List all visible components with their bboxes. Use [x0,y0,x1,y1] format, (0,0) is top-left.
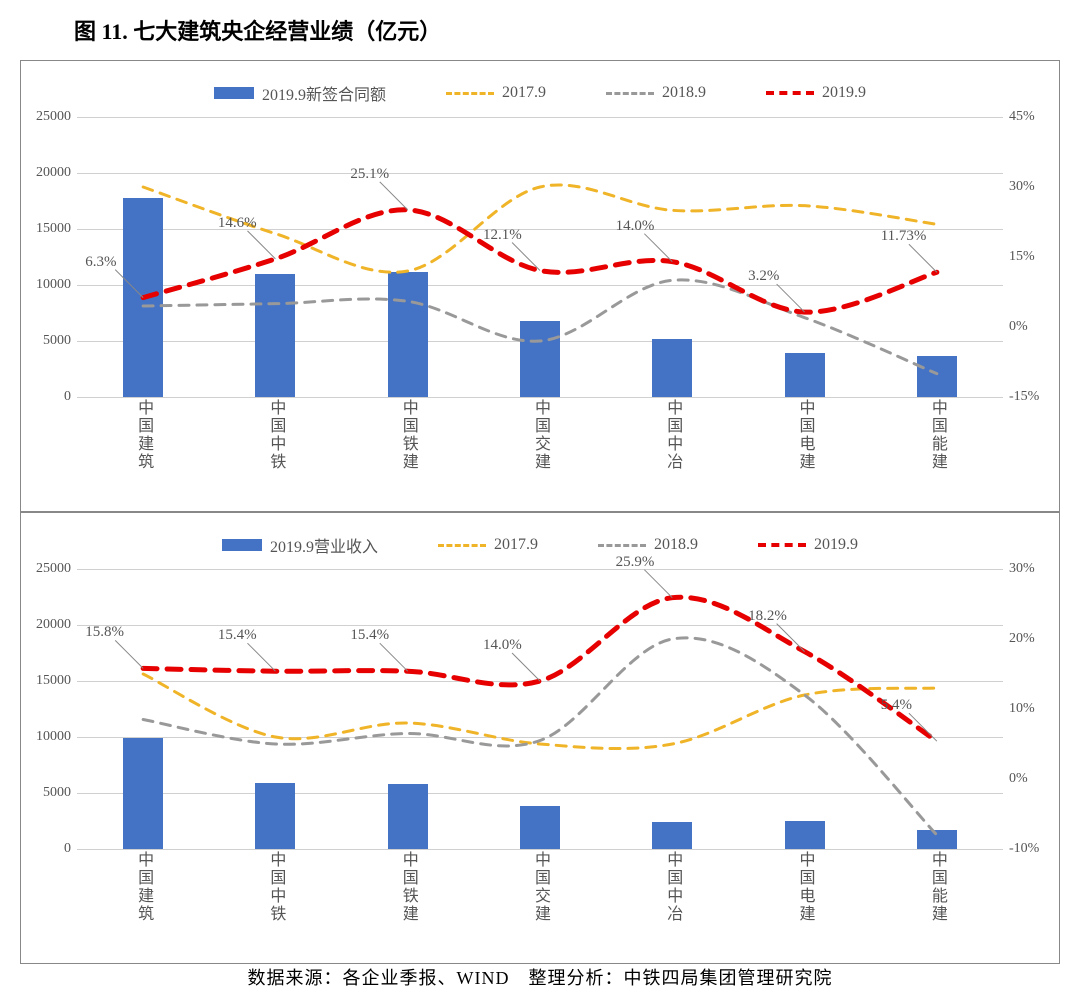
x-category-label: 中国建筑 [131,851,155,951]
legend-2017: 2017.9 [446,81,546,105]
legend-bar-swatch [222,539,262,551]
y-right-tick: 30% [1009,561,1059,577]
chart-2-xlabels: 中国建筑 中国中铁 中国铁建 中国交建 中国中冶 中国电建 中国能建 [77,851,1003,951]
y-right-tick: 10% [1009,701,1059,717]
legend-2017: 2017.9 [438,533,538,557]
x-category-label: 中国铁建 [396,851,420,951]
legend-line-swatch [598,544,646,547]
legend-line-label: 2018.9 [662,84,706,102]
y-right-tick: 45% [1009,109,1059,125]
y-right-tick: 30% [1009,179,1059,195]
legend-line-label: 2019.9 [822,84,866,102]
y-left-tick: 0 [21,389,71,405]
legend-line-label: 2017.9 [494,536,538,554]
legend-2018: 2018.9 [606,81,706,105]
chart-1-legend: 2019.9新签合同额 2017.9 2018.9 2019.9 [21,81,1059,105]
legend-bar-swatch [214,87,254,99]
y-right-tick: 15% [1009,249,1059,265]
chart-2-plot: 0500010000150002000025000-10%0%10%20%30%… [77,569,1003,849]
y-left-tick: 10000 [21,277,71,293]
legend-bar: 2019.9营业收入 [222,533,378,557]
x-category-label: 中国交建 [528,399,552,499]
chart-title: 图 11. 七大建筑央企经营业绩（亿元） [74,14,441,46]
x-category-label: 中国中铁 [263,399,287,499]
x-category-label: 中国交建 [528,851,552,951]
y-left-tick: 5000 [21,785,71,801]
y-left-tick: 20000 [21,617,71,633]
y-right-tick: -15% [1009,389,1059,405]
data-source: 数据来源：各企业季报、WIND 整理分析：中铁四局集团管理研究院 [0,964,1080,990]
x-category-label: 中国铁建 [396,399,420,499]
y-left-tick: 20000 [21,165,71,181]
legend-line-label: 2017.9 [502,84,546,102]
chart-1-xlabels: 中国建筑 中国中铁 中国铁建 中国交建 中国中冶 中国电建 中国能建 [77,399,1003,499]
legend-line-label: 2018.9 [654,536,698,554]
x-category-label: 中国电建 [793,399,817,499]
chart-1: 2019.9新签合同额 2017.9 2018.9 2019.9 0500010… [20,60,1060,512]
y-right-tick: 20% [1009,631,1059,647]
x-category-label: 中国电建 [793,851,817,951]
legend-line-swatch [758,543,806,547]
chart-2: 2019.9营业收入 2017.9 2018.9 2019.9 05000100… [20,512,1060,964]
y-left-tick: 15000 [21,221,71,237]
chart-2-legend: 2019.9营业收入 2017.9 2018.9 2019.9 [21,533,1059,557]
legend-line-swatch [446,92,494,95]
x-category-label: 中国能建 [925,851,949,951]
legend-2019: 2019.9 [766,81,866,105]
legend-bar-label: 2019.9营业收入 [270,533,378,557]
y-left-tick: 15000 [21,673,71,689]
legend-2019: 2019.9 [758,533,858,557]
y-right-tick: 0% [1009,771,1059,787]
legend-bar-label: 2019.9新签合同额 [262,81,386,105]
y-left-tick: 25000 [21,561,71,577]
legend-line-swatch [766,91,814,95]
x-category-label: 中国中冶 [660,851,684,951]
x-category-label: 中国建筑 [131,399,155,499]
legend-line-label: 2019.9 [814,536,858,554]
legend-bar: 2019.9新签合同额 [214,81,386,105]
y-left-tick: 10000 [21,729,71,745]
y-left-tick: 0 [21,841,71,857]
y-left-tick: 25000 [21,109,71,125]
legend-line-swatch [438,544,486,547]
x-category-label: 中国中铁 [263,851,287,951]
legend-line-swatch [606,92,654,95]
y-left-tick: 5000 [21,333,71,349]
y-right-tick: 0% [1009,319,1059,335]
chart-1-plot: 0500010000150002000025000-15%0%15%30%45%… [77,117,1003,397]
x-category-label: 中国中冶 [660,399,684,499]
y-right-tick: -10% [1009,841,1059,857]
x-category-label: 中国能建 [925,399,949,499]
